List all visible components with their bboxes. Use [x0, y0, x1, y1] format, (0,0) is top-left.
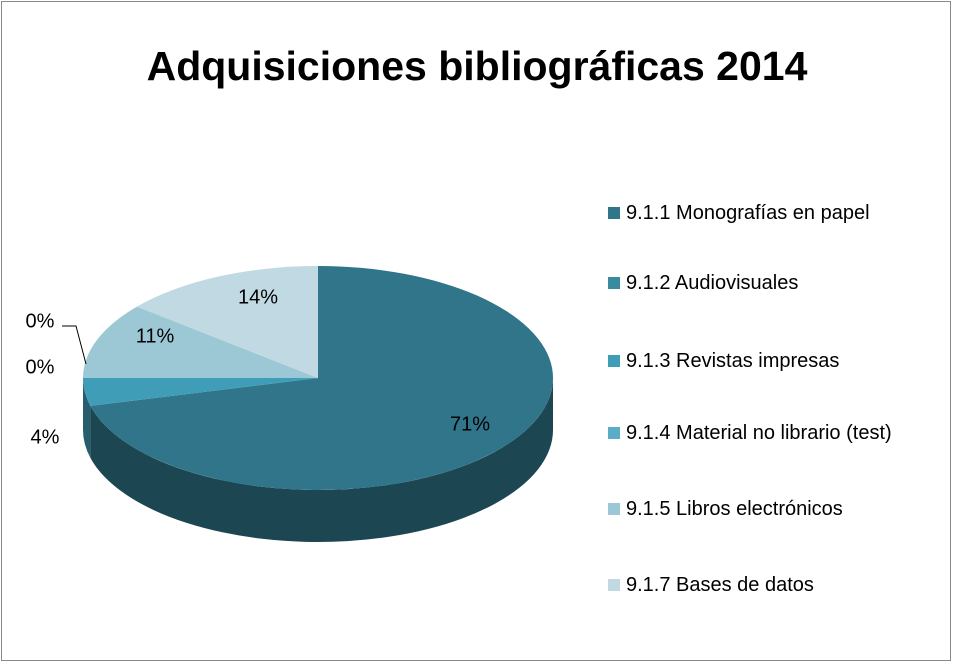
slice-side	[83, 378, 91, 458]
legend-label: 9.1.2 Audiovisuales	[626, 272, 799, 294]
legend-swatch	[608, 355, 620, 367]
legend-label: 9.1.1 Monografías en papel	[626, 202, 870, 224]
legend-label: 9.1.4 Material no librario (test)	[626, 422, 892, 444]
legend-item: 9.1.5 Libros electrónicos	[606, 496, 941, 522]
chart-title: Adquisiciones bibliográficas 2014	[146, 43, 808, 89]
legend-swatch	[608, 427, 620, 439]
data-label: 0%	[26, 356, 55, 378]
legend-swatch	[608, 579, 620, 591]
legend-label: 9.1.5 Libros electrónicos	[626, 498, 843, 520]
legend-item: 9.1.2 Audiovisuales	[606, 270, 941, 296]
data-label: 71%	[450, 413, 490, 435]
data-label: 0%	[26, 310, 55, 332]
legend-item: 9.1.1 Monografías en papel	[606, 200, 941, 226]
legend-item: 9.1.3 Revistas impresas	[606, 348, 941, 374]
legend-swatch	[608, 207, 620, 219]
legend-swatch	[608, 503, 620, 515]
legend-label: 9.1.3 Revistas impresas	[626, 350, 840, 372]
data-label: 14%	[238, 286, 278, 308]
slice	[83, 378, 318, 406]
slice-side	[90, 378, 553, 542]
slice	[136, 266, 318, 378]
legend-item: 9.1.4 Material no librario (test)	[606, 420, 941, 446]
data-label: 11%	[136, 325, 175, 347]
slice	[90, 266, 553, 491]
legend-swatch	[608, 277, 620, 289]
slice	[83, 306, 318, 378]
legend-item: 9.1.7 Bases de datos	[606, 572, 941, 598]
data-label: 4%	[31, 426, 60, 448]
leader-line	[62, 325, 87, 365]
legend-label: 9.1.7 Bases de datos	[626, 574, 814, 596]
